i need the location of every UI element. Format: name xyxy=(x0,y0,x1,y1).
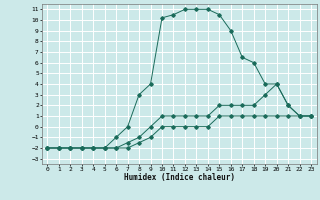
X-axis label: Humidex (Indice chaleur): Humidex (Indice chaleur) xyxy=(124,173,235,182)
